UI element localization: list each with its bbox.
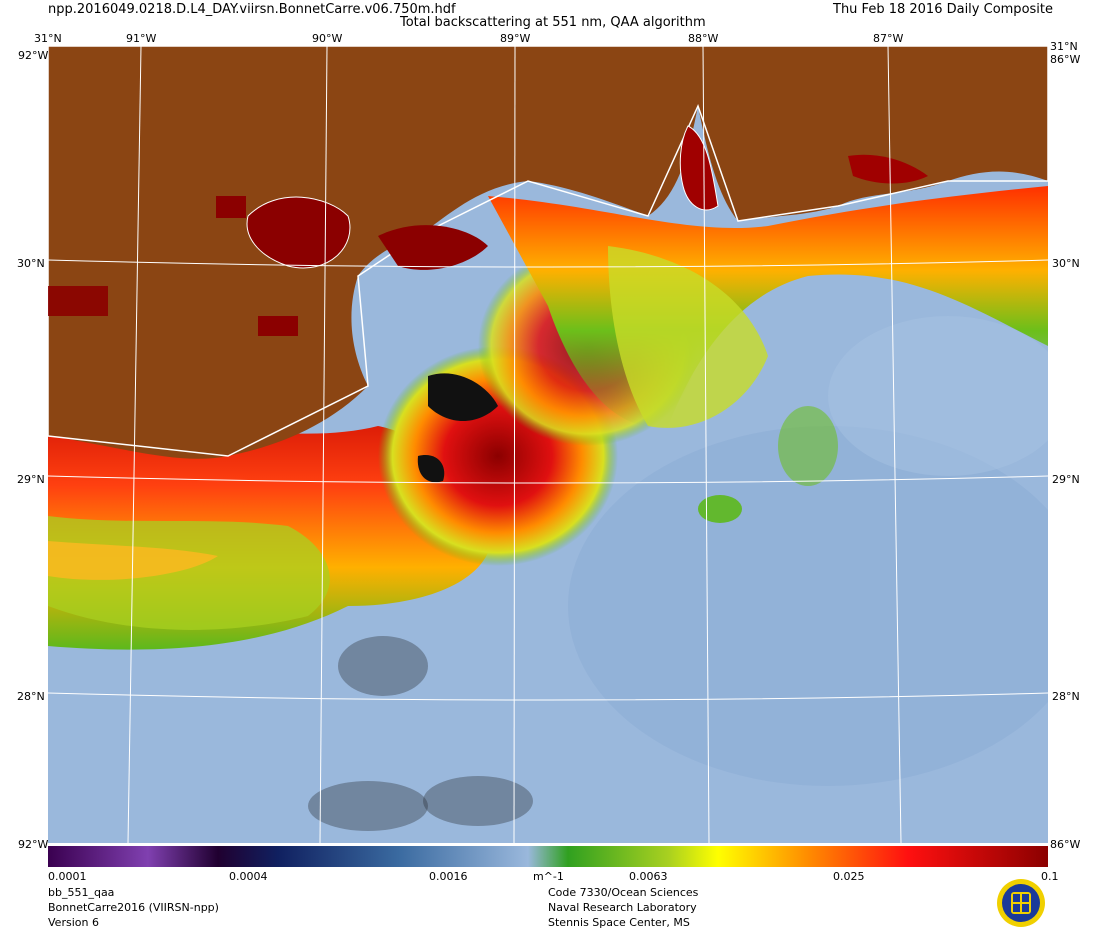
top-lat-label-left: 31°N	[34, 32, 62, 45]
lat-label-29n-right: 29°N	[1052, 473, 1080, 486]
lat-label-30n-right: 30°N	[1052, 257, 1080, 270]
lon-label-88w: 88°W	[688, 32, 719, 45]
nrl-seal-logo	[996, 878, 1046, 928]
footer-org-code: Code 7330/Ocean Sciences	[548, 886, 699, 899]
colorbar-tick-1: 0.0004	[229, 870, 268, 883]
lat-label-28n-left: 28°N	[17, 690, 45, 703]
lat-label-28n-right: 28°N	[1052, 690, 1080, 703]
corner-label-bottom-right: 86°W	[1050, 838, 1081, 851]
colorbar-tick-2: 0.0016	[429, 870, 468, 883]
land-area	[48, 46, 1048, 459]
footer-product-name: bb_551_qaa	[48, 886, 115, 899]
filename-label: npp.2016049.0218.D.L4_DAY.viirsn.BonnetC…	[48, 2, 456, 17]
date-label: Thu Feb 18 2016 Daily Composite	[833, 2, 1053, 17]
footer-version: Version 6	[48, 916, 99, 929]
lon-label-87w: 87°W	[873, 32, 904, 45]
lake-pontchartrain	[246, 196, 351, 269]
pensacola-bay	[848, 154, 928, 184]
colorbar	[48, 846, 1048, 867]
lon-label-89w: 89°W	[500, 32, 531, 45]
lat-label-30n-left: 30°N	[17, 257, 45, 270]
lon-label-91w: 91°W	[126, 32, 157, 45]
corner-label-bottom-left: 92°W	[18, 838, 49, 851]
corner-label-top-right: 86°W	[1050, 53, 1081, 66]
graticule-lines	[48, 46, 1048, 843]
backscatter-map	[48, 46, 1048, 843]
product-title: Total backscattering at 551 nm, QAA algo…	[400, 15, 706, 30]
mobile-bay	[679, 125, 719, 211]
coastline	[48, 46, 1048, 457]
colorbar-tick-0: 0.0001	[48, 870, 87, 883]
footer-org-name: Naval Research Laboratory	[548, 901, 697, 914]
offshore-patch	[698, 495, 742, 523]
top-lat-label-right: 31°N	[1050, 40, 1078, 53]
colorbar-tick-5: 0.1	[1041, 870, 1059, 883]
footer-org-location: Stennis Space Center, MS	[548, 916, 690, 929]
colorbar-tick-3: 0.0063	[629, 870, 668, 883]
cloud-speckle	[308, 636, 533, 831]
colorbar-tick-4: 0.025	[833, 870, 865, 883]
lat-label-29n-left: 29°N	[17, 473, 45, 486]
lake-borgne	[378, 225, 488, 270]
map-panel[interactable]	[48, 46, 1048, 843]
colorbar-unit: m^-1	[533, 870, 564, 883]
lon-label-90w: 90°W	[312, 32, 343, 45]
footer-dataset: BonnetCarre2016 (VIIRSN-npp)	[48, 901, 219, 914]
delta-nodata	[428, 373, 498, 421]
corner-label-top-left: 92°W	[18, 49, 49, 62]
